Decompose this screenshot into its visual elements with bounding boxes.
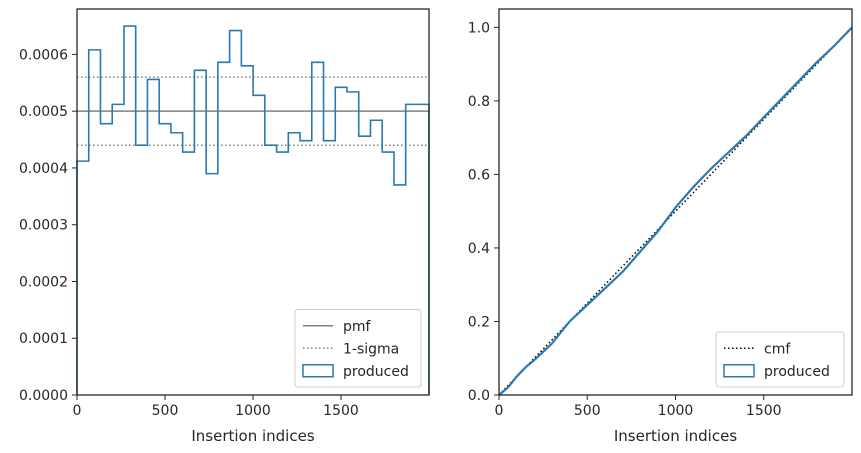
y-tick-label: 1.0 [468,20,490,36]
legend-label: 1-sigma [343,341,399,357]
y-tick-label: 0.0003 [19,218,68,234]
x-axis-label: Insertion indices [191,427,314,445]
plot-frame [498,8,853,396]
legend-label: produced [343,364,409,380]
x-tick-label: 1500 [323,403,359,419]
y-tick-label: 0.2 [468,314,490,330]
legend-label: pmf [343,319,372,335]
y-tick-label: 0.0 [468,388,490,404]
y-tick-label: 0.0005 [19,104,68,120]
legend-handle-box [723,364,755,378]
legend-box [294,309,422,388]
cmf-line [498,26,853,396]
legend-box [715,331,845,388]
x-tick-label: 1500 [746,403,782,419]
y-tick-label: 0.0002 [19,274,68,290]
legend-handle-box [302,364,334,378]
produced-step-histogram [76,25,430,395]
y-tick-label: 0.0000 [19,388,68,404]
chart-left-insertion-pmf: 0 500 1000 1500 0.0000 0.0001 0.0002 0.0003 0.00… [19,8,430,445]
y-tick-label: 0.4 [468,241,490,257]
x-axis-label: Insertion indices [614,427,737,445]
produced-cumulative-line [498,26,853,396]
x-tick-label: 500 [152,403,179,419]
x-tick-label: 1000 [235,403,271,419]
y-tick-label: 0.6 [468,167,490,183]
y-tick-label: 0.0006 [19,47,68,63]
x-tick-label: 500 [574,403,601,419]
y-tick-label: 0.8 [468,94,490,110]
x-tick-label: 0 [73,403,82,419]
y-tick-label: 0.0001 [19,331,68,347]
plot-frame [76,8,430,396]
y-tick-label: 0.0004 [19,161,68,177]
x-tick-label: 0 [495,403,504,419]
x-tick-label: 1000 [658,403,694,419]
legend-label: produced [764,364,830,380]
legend-label: cmf [764,341,791,357]
chart-right-insertion-cmf: 0 500 1000 1500 0.0 0.2 0.4 0.6 0.8 1.0 Insertion … [468,8,853,445]
